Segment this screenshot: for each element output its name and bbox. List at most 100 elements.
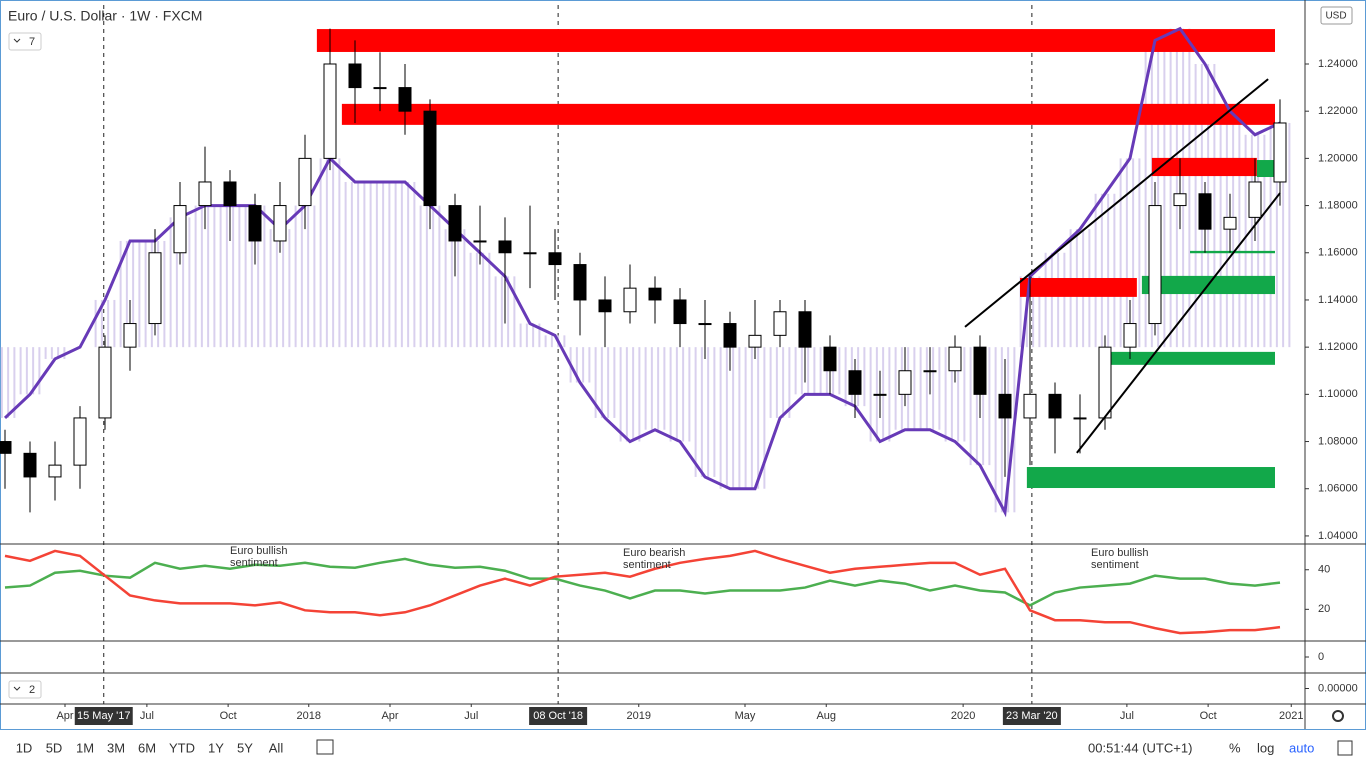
overlay-fill (0, 347, 3, 418)
overlay-fill (888, 347, 891, 442)
overlay-fill (944, 347, 947, 442)
overlay-fill (432, 205, 435, 348)
overlay-fill (1188, 28, 1191, 348)
overlay-fill (163, 240, 166, 348)
overlay-fill (713, 347, 716, 477)
candle-body (848, 370, 862, 395)
overlay-fill (1132, 158, 1135, 348)
zone (316, 29, 1275, 52)
candle-body (923, 370, 937, 373)
sentiment-line (4, 549, 1281, 635)
fullscreen-icon[interactable] (1337, 740, 1353, 756)
candle-body (1148, 205, 1162, 325)
x-tick-label: Oct (1200, 710, 1217, 722)
plot: 1.04000 1.06000 1.08000 1.10000 1.12000 1.140… (0, 5, 1358, 725)
y-tick-label: 40 (1318, 564, 1330, 576)
overlay-fill (707, 347, 710, 477)
candle-body (573, 264, 587, 301)
candle-body (623, 287, 637, 313)
overlay-fill (844, 347, 847, 407)
log-toggle[interactable]: log (1257, 740, 1274, 755)
overlay-fill (969, 347, 972, 466)
overlay-fill (294, 205, 297, 348)
trend-line (1076, 192, 1281, 454)
clock: 00:51:44 (UTC+1) (1088, 740, 1192, 755)
overlay-fill (1175, 28, 1178, 348)
x-tick-label: 2018 (297, 710, 321, 722)
overlay-fill (1119, 158, 1122, 348)
overlay-fill (950, 347, 953, 442)
candle-body (223, 181, 237, 207)
overlay-fill (1288, 122, 1291, 348)
overlay-fill (1007, 347, 1010, 513)
overlay-fill (300, 205, 303, 348)
currency-badge[interactable] (1320, 6, 1353, 25)
range-button[interactable]: YTD (169, 740, 195, 755)
overlay-fill (1219, 111, 1222, 348)
overlay-fill (375, 181, 378, 348)
overlay-fill (438, 205, 441, 348)
overlay-fill (1263, 134, 1266, 348)
overlay-line (3, 26, 1281, 518)
range-button[interactable]: 1D (16, 740, 33, 755)
overlay-fill (500, 276, 503, 348)
overlay-fill (7, 347, 10, 418)
range-button[interactable]: 5Y (237, 740, 253, 755)
overlay-fill (482, 252, 485, 348)
overlay-fill (1063, 252, 1066, 348)
overlay-fill (1032, 276, 1035, 348)
overlay-fill (94, 299, 97, 348)
range-button[interactable]: 5D (46, 740, 63, 755)
overlay-fill (344, 181, 347, 348)
range-button[interactable]: 1Y (208, 740, 224, 755)
chevron-icon (13, 38, 21, 43)
candle-body (823, 346, 837, 372)
percent-toggle[interactable]: % (1229, 740, 1241, 755)
auto-toggle[interactable]: auto (1289, 740, 1314, 755)
annotation: Euro bullish (1091, 547, 1148, 559)
overlay-fill (1019, 276, 1022, 348)
overlay-fill (925, 347, 928, 430)
overlay-fill (813, 347, 816, 395)
overlay-fill (769, 347, 772, 418)
overlay-fill (450, 229, 453, 348)
candle-body (1223, 216, 1237, 230)
overlay-fill (119, 240, 122, 348)
overlay-fill (225, 205, 228, 348)
overlay-fill (175, 217, 178, 348)
overlay-fill (1138, 158, 1141, 348)
y-tick-label: 1.24000 (1318, 58, 1358, 70)
overlay-fill (788, 347, 791, 418)
x-tick-label: Apr (381, 710, 398, 722)
overlay-fill (894, 347, 897, 430)
y-tick-label: 1.08000 (1318, 435, 1358, 447)
range-button[interactable]: All (269, 740, 284, 755)
candle-body (723, 323, 737, 348)
overlay-fill (1094, 193, 1097, 348)
pane-toggle[interactable] (8, 680, 42, 699)
range-button[interactable]: 3M (107, 740, 125, 755)
y-tick-label: 1.10000 (1318, 388, 1358, 400)
overlay-fill (332, 158, 335, 348)
date-range-icon[interactable] (316, 739, 334, 755)
overlay-fill (1275, 122, 1278, 348)
indicator-toggle[interactable] (8, 32, 42, 51)
x-tick-badge (74, 707, 133, 725)
overlay-fill (100, 299, 103, 348)
x-tick-badge (529, 707, 588, 725)
range-button[interactable]: 6M (138, 740, 156, 755)
overlay-fill (1244, 134, 1247, 348)
range-button[interactable]: 1M (76, 740, 94, 755)
overlay-fill (313, 205, 316, 348)
x-tick-label: Jul (464, 710, 478, 722)
overlay-fill (513, 276, 516, 348)
overlay-fill (1157, 40, 1160, 348)
settings-icon[interactable] (1332, 710, 1344, 722)
overlay-fill (338, 158, 341, 348)
overlay-fill (219, 205, 222, 348)
candle-body (1173, 193, 1187, 207)
candle-body (273, 205, 287, 242)
overlay-fill (869, 347, 872, 442)
zone (1026, 467, 1275, 489)
overlay-fill (182, 217, 185, 348)
